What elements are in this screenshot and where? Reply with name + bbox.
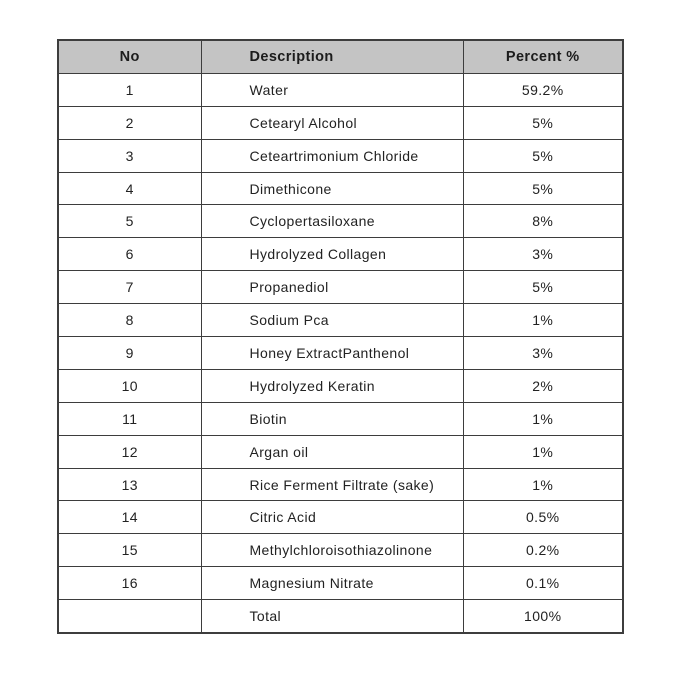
header-no: No bbox=[57, 39, 202, 74]
cell-no: 2 bbox=[57, 105, 202, 140]
cell-description: Honey ExtractPanthenol bbox=[200, 336, 464, 370]
cell-percent: 5% bbox=[462, 171, 624, 206]
cell-description: Cetearyl Alcohol bbox=[200, 105, 464, 140]
cell-no: 12 bbox=[57, 434, 202, 469]
cell-description: Hydrolyzed Collagen bbox=[200, 237, 464, 272]
cell-percent: 0.5% bbox=[462, 500, 624, 535]
cell-percent: 0.1% bbox=[462, 566, 624, 601]
ingredient-table-sheet: No Description Percent % 1 Water 59.2% 2… bbox=[57, 39, 624, 635]
cell-description: Dimethicone bbox=[200, 171, 464, 206]
cell-no: 8 bbox=[57, 303, 202, 338]
cell-percent: 5% bbox=[462, 270, 624, 305]
cell-percent: 3% bbox=[462, 336, 624, 370]
cell-percent: 1% bbox=[462, 467, 624, 502]
table-row: 8 Sodium Pca 1% bbox=[57, 303, 624, 338]
table-row: 1 Water 59.2% bbox=[57, 72, 624, 107]
table-row: 15 Methylchloroisothiazolinone 0.2% bbox=[57, 533, 624, 568]
cell-no: 5 bbox=[57, 204, 202, 239]
cell-no: 11 bbox=[57, 401, 202, 436]
table-row: 14 Citric Acid 0.5% bbox=[57, 500, 624, 535]
cell-percent: 3% bbox=[462, 237, 624, 272]
cell-description: Hydrolyzed Keratin bbox=[200, 368, 464, 403]
cell-no: 10 bbox=[57, 368, 202, 403]
total-row: Total 100% bbox=[57, 599, 624, 634]
table-row: 13 Rice Ferment Filtrate (sake) 1% bbox=[57, 467, 624, 502]
cell-percent: 1% bbox=[462, 401, 624, 436]
cell-percent: 0.2% bbox=[462, 533, 624, 568]
cell-no: 14 bbox=[57, 500, 202, 535]
header-row: No Description Percent % bbox=[57, 39, 624, 74]
cell-percent: 100% bbox=[462, 599, 624, 634]
cell-percent: 5% bbox=[462, 138, 624, 173]
cell-description: Total bbox=[200, 599, 464, 634]
table-body: 1 Water 59.2% 2 Cetearyl Alcohol 5% 3 Ce… bbox=[57, 72, 624, 634]
table-row: 3 Ceteartrimonium Chloride 5% bbox=[57, 138, 624, 173]
table-row: 2 Cetearyl Alcohol 5% bbox=[57, 105, 624, 140]
header-percent: Percent % bbox=[462, 39, 624, 74]
cell-description: Sodium Pca bbox=[200, 303, 464, 338]
cell-description: Biotin bbox=[200, 401, 464, 436]
cell-description: Rice Ferment Filtrate (sake) bbox=[200, 467, 464, 502]
table-row: 6 Hydrolyzed Collagen 3% bbox=[57, 237, 624, 272]
cell-no bbox=[57, 599, 202, 634]
table-row: 5 Cyclopertasiloxane 8% bbox=[57, 204, 624, 239]
cell-description: Methylchloroisothiazolinone bbox=[200, 533, 464, 568]
table-row: 4 Dimethicone 5% bbox=[57, 171, 624, 206]
cell-no: 16 bbox=[57, 566, 202, 601]
cell-description: Propanediol bbox=[200, 270, 464, 305]
cell-description: Citric Acid bbox=[200, 500, 464, 535]
cell-no: 15 bbox=[57, 533, 202, 568]
table-row: 12 Argan oil 1% bbox=[57, 434, 624, 469]
cell-no: 7 bbox=[57, 270, 202, 305]
cell-description: Ceteartrimonium Chloride bbox=[200, 138, 464, 173]
table-row: 9 Honey ExtractPanthenol 3% bbox=[57, 336, 624, 370]
table-row: 16 Magnesium Nitrate 0.1% bbox=[57, 566, 624, 601]
table-row: 10 Hydrolyzed Keratin 2% bbox=[57, 368, 624, 403]
cell-percent: 5% bbox=[462, 105, 624, 140]
cell-description: Water bbox=[200, 72, 464, 107]
cell-percent: 59.2% bbox=[462, 72, 624, 107]
cell-no: 9 bbox=[57, 336, 202, 370]
ingredient-table: No Description Percent % 1 Water 59.2% 2… bbox=[57, 39, 624, 635]
cell-no: 4 bbox=[57, 171, 202, 206]
cell-description: Cyclopertasiloxane bbox=[200, 204, 464, 239]
cell-no: 6 bbox=[57, 237, 202, 272]
cell-description: Magnesium Nitrate bbox=[200, 566, 464, 601]
cell-no: 13 bbox=[57, 467, 202, 502]
table-row: 11 Biotin 1% bbox=[57, 401, 624, 436]
cell-no: 3 bbox=[57, 138, 202, 173]
cell-no: 1 bbox=[57, 72, 202, 107]
cell-percent: 8% bbox=[462, 204, 624, 239]
header-description: Description bbox=[200, 39, 464, 74]
cell-percent: 1% bbox=[462, 434, 624, 469]
cell-description: Argan oil bbox=[200, 434, 464, 469]
table-header: No Description Percent % bbox=[57, 39, 624, 74]
cell-percent: 2% bbox=[462, 368, 624, 403]
table-row: 7 Propanediol 5% bbox=[57, 270, 624, 305]
cell-percent: 1% bbox=[462, 303, 624, 338]
